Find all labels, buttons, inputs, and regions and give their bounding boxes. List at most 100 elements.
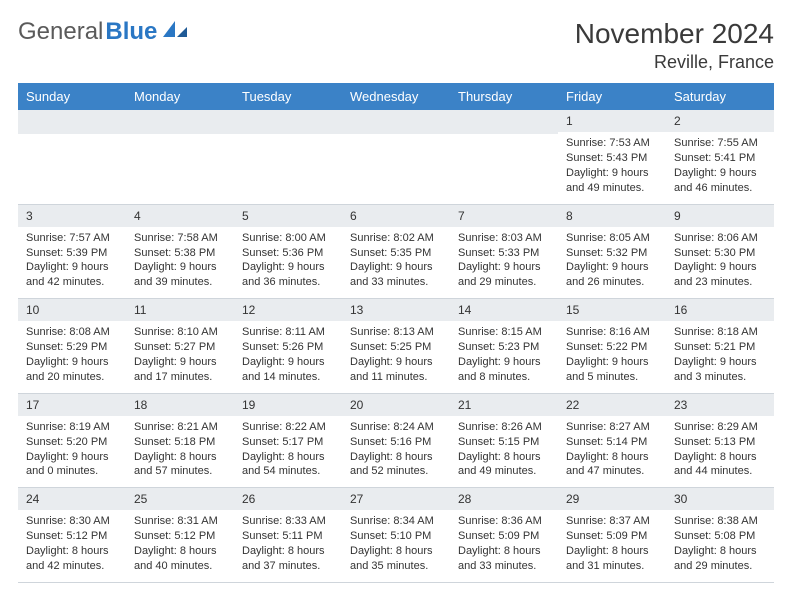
calendar-day-empty bbox=[450, 110, 558, 204]
day-line: Daylight: 8 hours bbox=[350, 544, 442, 559]
brand-general: General bbox=[18, 18, 103, 46]
day-line: Daylight: 9 hours bbox=[566, 355, 658, 370]
calendar-week: 3Sunrise: 7:57 AMSunset: 5:39 PMDaylight… bbox=[18, 204, 774, 299]
day-line: and 37 minutes. bbox=[242, 559, 334, 574]
day-header: Thursday bbox=[450, 83, 558, 110]
day-header: Sunday bbox=[18, 83, 126, 110]
calendar-day: 23Sunrise: 8:29 AMSunset: 5:13 PMDayligh… bbox=[666, 393, 774, 488]
day-line: Daylight: 9 hours bbox=[26, 260, 118, 275]
day-number: 5 bbox=[234, 205, 342, 227]
day-line: Daylight: 9 hours bbox=[26, 450, 118, 465]
day-number: 1 bbox=[558, 110, 666, 132]
day-line: Sunrise: 8:08 AM bbox=[26, 325, 118, 340]
day-line: Daylight: 9 hours bbox=[242, 355, 334, 370]
day-number: 19 bbox=[234, 394, 342, 416]
calendar-day: 28Sunrise: 8:36 AMSunset: 5:09 PMDayligh… bbox=[450, 488, 558, 583]
calendar-day: 12Sunrise: 8:11 AMSunset: 5:26 PMDayligh… bbox=[234, 299, 342, 394]
day-line: Sunset: 5:30 PM bbox=[674, 246, 766, 261]
day-line: Sunrise: 8:21 AM bbox=[134, 420, 226, 435]
day-number: 25 bbox=[126, 488, 234, 510]
day-body: Sunrise: 8:05 AMSunset: 5:32 PMDaylight:… bbox=[558, 227, 666, 298]
day-number: 21 bbox=[450, 394, 558, 416]
day-body: Sunrise: 8:37 AMSunset: 5:09 PMDaylight:… bbox=[558, 510, 666, 581]
day-number: 23 bbox=[666, 394, 774, 416]
day-number: 29 bbox=[558, 488, 666, 510]
day-line: Daylight: 9 hours bbox=[134, 260, 226, 275]
day-line: and 44 minutes. bbox=[674, 464, 766, 479]
day-line: Sunrise: 7:57 AM bbox=[26, 231, 118, 246]
day-number: 4 bbox=[126, 205, 234, 227]
day-line: Daylight: 9 hours bbox=[134, 355, 226, 370]
day-line: Sunset: 5:09 PM bbox=[566, 529, 658, 544]
day-line: Sunrise: 8:10 AM bbox=[134, 325, 226, 340]
day-header: Friday bbox=[558, 83, 666, 110]
day-line: Daylight: 8 hours bbox=[566, 450, 658, 465]
day-line: Daylight: 9 hours bbox=[566, 260, 658, 275]
calendar-day: 15Sunrise: 8:16 AMSunset: 5:22 PMDayligh… bbox=[558, 299, 666, 394]
day-line: Daylight: 9 hours bbox=[458, 260, 550, 275]
day-line: Daylight: 9 hours bbox=[26, 355, 118, 370]
day-line: Daylight: 8 hours bbox=[134, 544, 226, 559]
day-line: and 42 minutes. bbox=[26, 275, 118, 290]
day-line: Sunset: 5:11 PM bbox=[242, 529, 334, 544]
calendar-day: 24Sunrise: 8:30 AMSunset: 5:12 PMDayligh… bbox=[18, 488, 126, 583]
day-line: Sunrise: 8:30 AM bbox=[26, 514, 118, 529]
day-body: Sunrise: 8:13 AMSunset: 5:25 PMDaylight:… bbox=[342, 321, 450, 392]
day-number: 26 bbox=[234, 488, 342, 510]
brand-logo: General Blue bbox=[18, 18, 189, 46]
calendar-day-empty bbox=[18, 110, 126, 204]
calendar-day: 22Sunrise: 8:27 AMSunset: 5:14 PMDayligh… bbox=[558, 393, 666, 488]
calendar-day: 3Sunrise: 7:57 AMSunset: 5:39 PMDaylight… bbox=[18, 204, 126, 299]
day-number: 6 bbox=[342, 205, 450, 227]
calendar-day: 21Sunrise: 8:26 AMSunset: 5:15 PMDayligh… bbox=[450, 393, 558, 488]
day-line: Sunset: 5:12 PM bbox=[26, 529, 118, 544]
day-body: Sunrise: 8:10 AMSunset: 5:27 PMDaylight:… bbox=[126, 321, 234, 392]
day-line: and 49 minutes. bbox=[458, 464, 550, 479]
calendar-day: 26Sunrise: 8:33 AMSunset: 5:11 PMDayligh… bbox=[234, 488, 342, 583]
calendar-table: SundayMondayTuesdayWednesdayThursdayFrid… bbox=[18, 83, 774, 583]
day-number: 30 bbox=[666, 488, 774, 510]
day-line: Sunset: 5:17 PM bbox=[242, 435, 334, 450]
day-header: Tuesday bbox=[234, 83, 342, 110]
day-number: 9 bbox=[666, 205, 774, 227]
day-line: Sunset: 5:16 PM bbox=[350, 435, 442, 450]
day-line: and 31 minutes. bbox=[566, 559, 658, 574]
day-line: and 33 minutes. bbox=[350, 275, 442, 290]
day-line: Sunrise: 8:13 AM bbox=[350, 325, 442, 340]
calendar-week: 17Sunrise: 8:19 AMSunset: 5:20 PMDayligh… bbox=[18, 393, 774, 488]
day-number: 10 bbox=[18, 299, 126, 321]
day-line: Sunset: 5:20 PM bbox=[26, 435, 118, 450]
day-line: Sunset: 5:43 PM bbox=[566, 151, 658, 166]
day-number: 22 bbox=[558, 394, 666, 416]
calendar-day: 16Sunrise: 8:18 AMSunset: 5:21 PMDayligh… bbox=[666, 299, 774, 394]
day-line: and 26 minutes. bbox=[566, 275, 658, 290]
day-line: Daylight: 8 hours bbox=[674, 544, 766, 559]
day-number: 15 bbox=[558, 299, 666, 321]
day-number: 24 bbox=[18, 488, 126, 510]
day-line: Sunrise: 7:55 AM bbox=[674, 136, 766, 151]
day-body: Sunrise: 8:11 AMSunset: 5:26 PMDaylight:… bbox=[234, 321, 342, 392]
day-line: and 5 minutes. bbox=[566, 370, 658, 385]
calendar-day: 18Sunrise: 8:21 AMSunset: 5:18 PMDayligh… bbox=[126, 393, 234, 488]
day-body: Sunrise: 8:34 AMSunset: 5:10 PMDaylight:… bbox=[342, 510, 450, 581]
day-line: and 29 minutes. bbox=[674, 559, 766, 574]
day-body: Sunrise: 8:02 AMSunset: 5:35 PMDaylight:… bbox=[342, 227, 450, 298]
day-body: Sunrise: 8:36 AMSunset: 5:09 PMDaylight:… bbox=[450, 510, 558, 581]
day-body: Sunrise: 8:31 AMSunset: 5:12 PMDaylight:… bbox=[126, 510, 234, 581]
day-line: Sunset: 5:08 PM bbox=[674, 529, 766, 544]
day-line: Sunrise: 8:11 AM bbox=[242, 325, 334, 340]
day-line: Sunrise: 8:16 AM bbox=[566, 325, 658, 340]
calendar-day: 25Sunrise: 8:31 AMSunset: 5:12 PMDayligh… bbox=[126, 488, 234, 583]
day-line: Sunrise: 8:26 AM bbox=[458, 420, 550, 435]
day-header: Saturday bbox=[666, 83, 774, 110]
day-number: 28 bbox=[450, 488, 558, 510]
day-line: Daylight: 9 hours bbox=[674, 166, 766, 181]
day-line: Daylight: 9 hours bbox=[566, 166, 658, 181]
day-number: 11 bbox=[126, 299, 234, 321]
day-line: and 8 minutes. bbox=[458, 370, 550, 385]
day-line: and 0 minutes. bbox=[26, 464, 118, 479]
day-line: Sunrise: 8:15 AM bbox=[458, 325, 550, 340]
day-line: Daylight: 9 hours bbox=[242, 260, 334, 275]
day-body: Sunrise: 8:24 AMSunset: 5:16 PMDaylight:… bbox=[342, 416, 450, 487]
day-line: Sunset: 5:38 PM bbox=[134, 246, 226, 261]
